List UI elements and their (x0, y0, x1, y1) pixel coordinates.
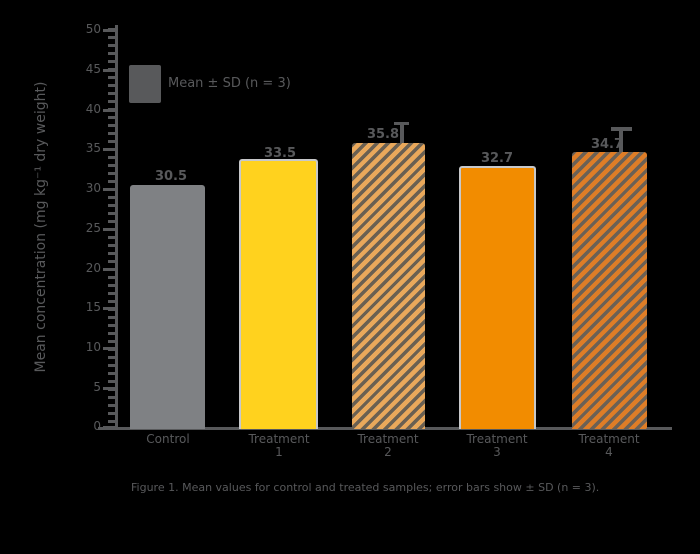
y-tick (103, 69, 115, 72)
legend-label: Mean ± SD (n = 3) (168, 76, 291, 91)
y-tick (103, 387, 115, 390)
y-tick (103, 228, 115, 231)
y-tick-label: 30 (85, 181, 101, 195)
bar-treatment-1 (239, 159, 318, 429)
figure-caption: Figure 1. Mean values for control and tr… (131, 481, 600, 494)
y-tick (103, 29, 115, 32)
y-tick-label: 40 (85, 102, 101, 116)
bar-value-label: 35.8 (366, 127, 400, 142)
y-tick (103, 148, 115, 151)
y-tick-label: 15 (85, 300, 101, 314)
error-bar-cap (394, 122, 409, 125)
y-tick-label: 50 (85, 22, 101, 36)
error-bar-cap (611, 127, 632, 131)
y-tick (103, 347, 115, 350)
error-bar-line (619, 129, 623, 154)
y-tick-label: 20 (85, 261, 101, 275)
legend-swatch (129, 65, 161, 103)
y-tick (103, 109, 115, 112)
bar-treatment-3 (459, 166, 536, 429)
y-tick (103, 268, 115, 271)
y-axis-label: Mean concentration (mg kg⁻¹ dry weight) (33, 81, 49, 373)
bar-control (130, 185, 205, 429)
bar-value-label: 33.5 (263, 146, 297, 161)
x-category-label: Treatment 2 (357, 432, 419, 459)
bar-treatment-4 (572, 152, 647, 429)
x-category-label: Treatment 1 (248, 432, 310, 459)
error-bar-line (400, 123, 404, 145)
y-tick-label: 5 (93, 380, 101, 394)
x-category-label: Control (146, 432, 190, 446)
bar-value-label: 34.7 (590, 137, 624, 152)
y-tick-label: 35 (85, 141, 101, 155)
x-category-label: Treatment 3 (466, 432, 528, 459)
y-tick (103, 188, 115, 191)
y-tick-label: 25 (85, 221, 101, 235)
y-tick-label: 45 (85, 62, 101, 76)
y-tick-label: 10 (85, 340, 101, 354)
y-tick-label: 0 (93, 419, 101, 433)
y-tick (103, 307, 115, 310)
x-category-label: Treatment 4 (578, 432, 640, 459)
bar-value-label: 32.7 (480, 151, 514, 166)
bar-value-label: 30.5 (154, 169, 188, 184)
y-axis-line (115, 25, 118, 430)
y-axis-minor-ticks (108, 28, 115, 427)
y-tick (103, 426, 115, 429)
bar-treatment-2 (352, 143, 425, 429)
